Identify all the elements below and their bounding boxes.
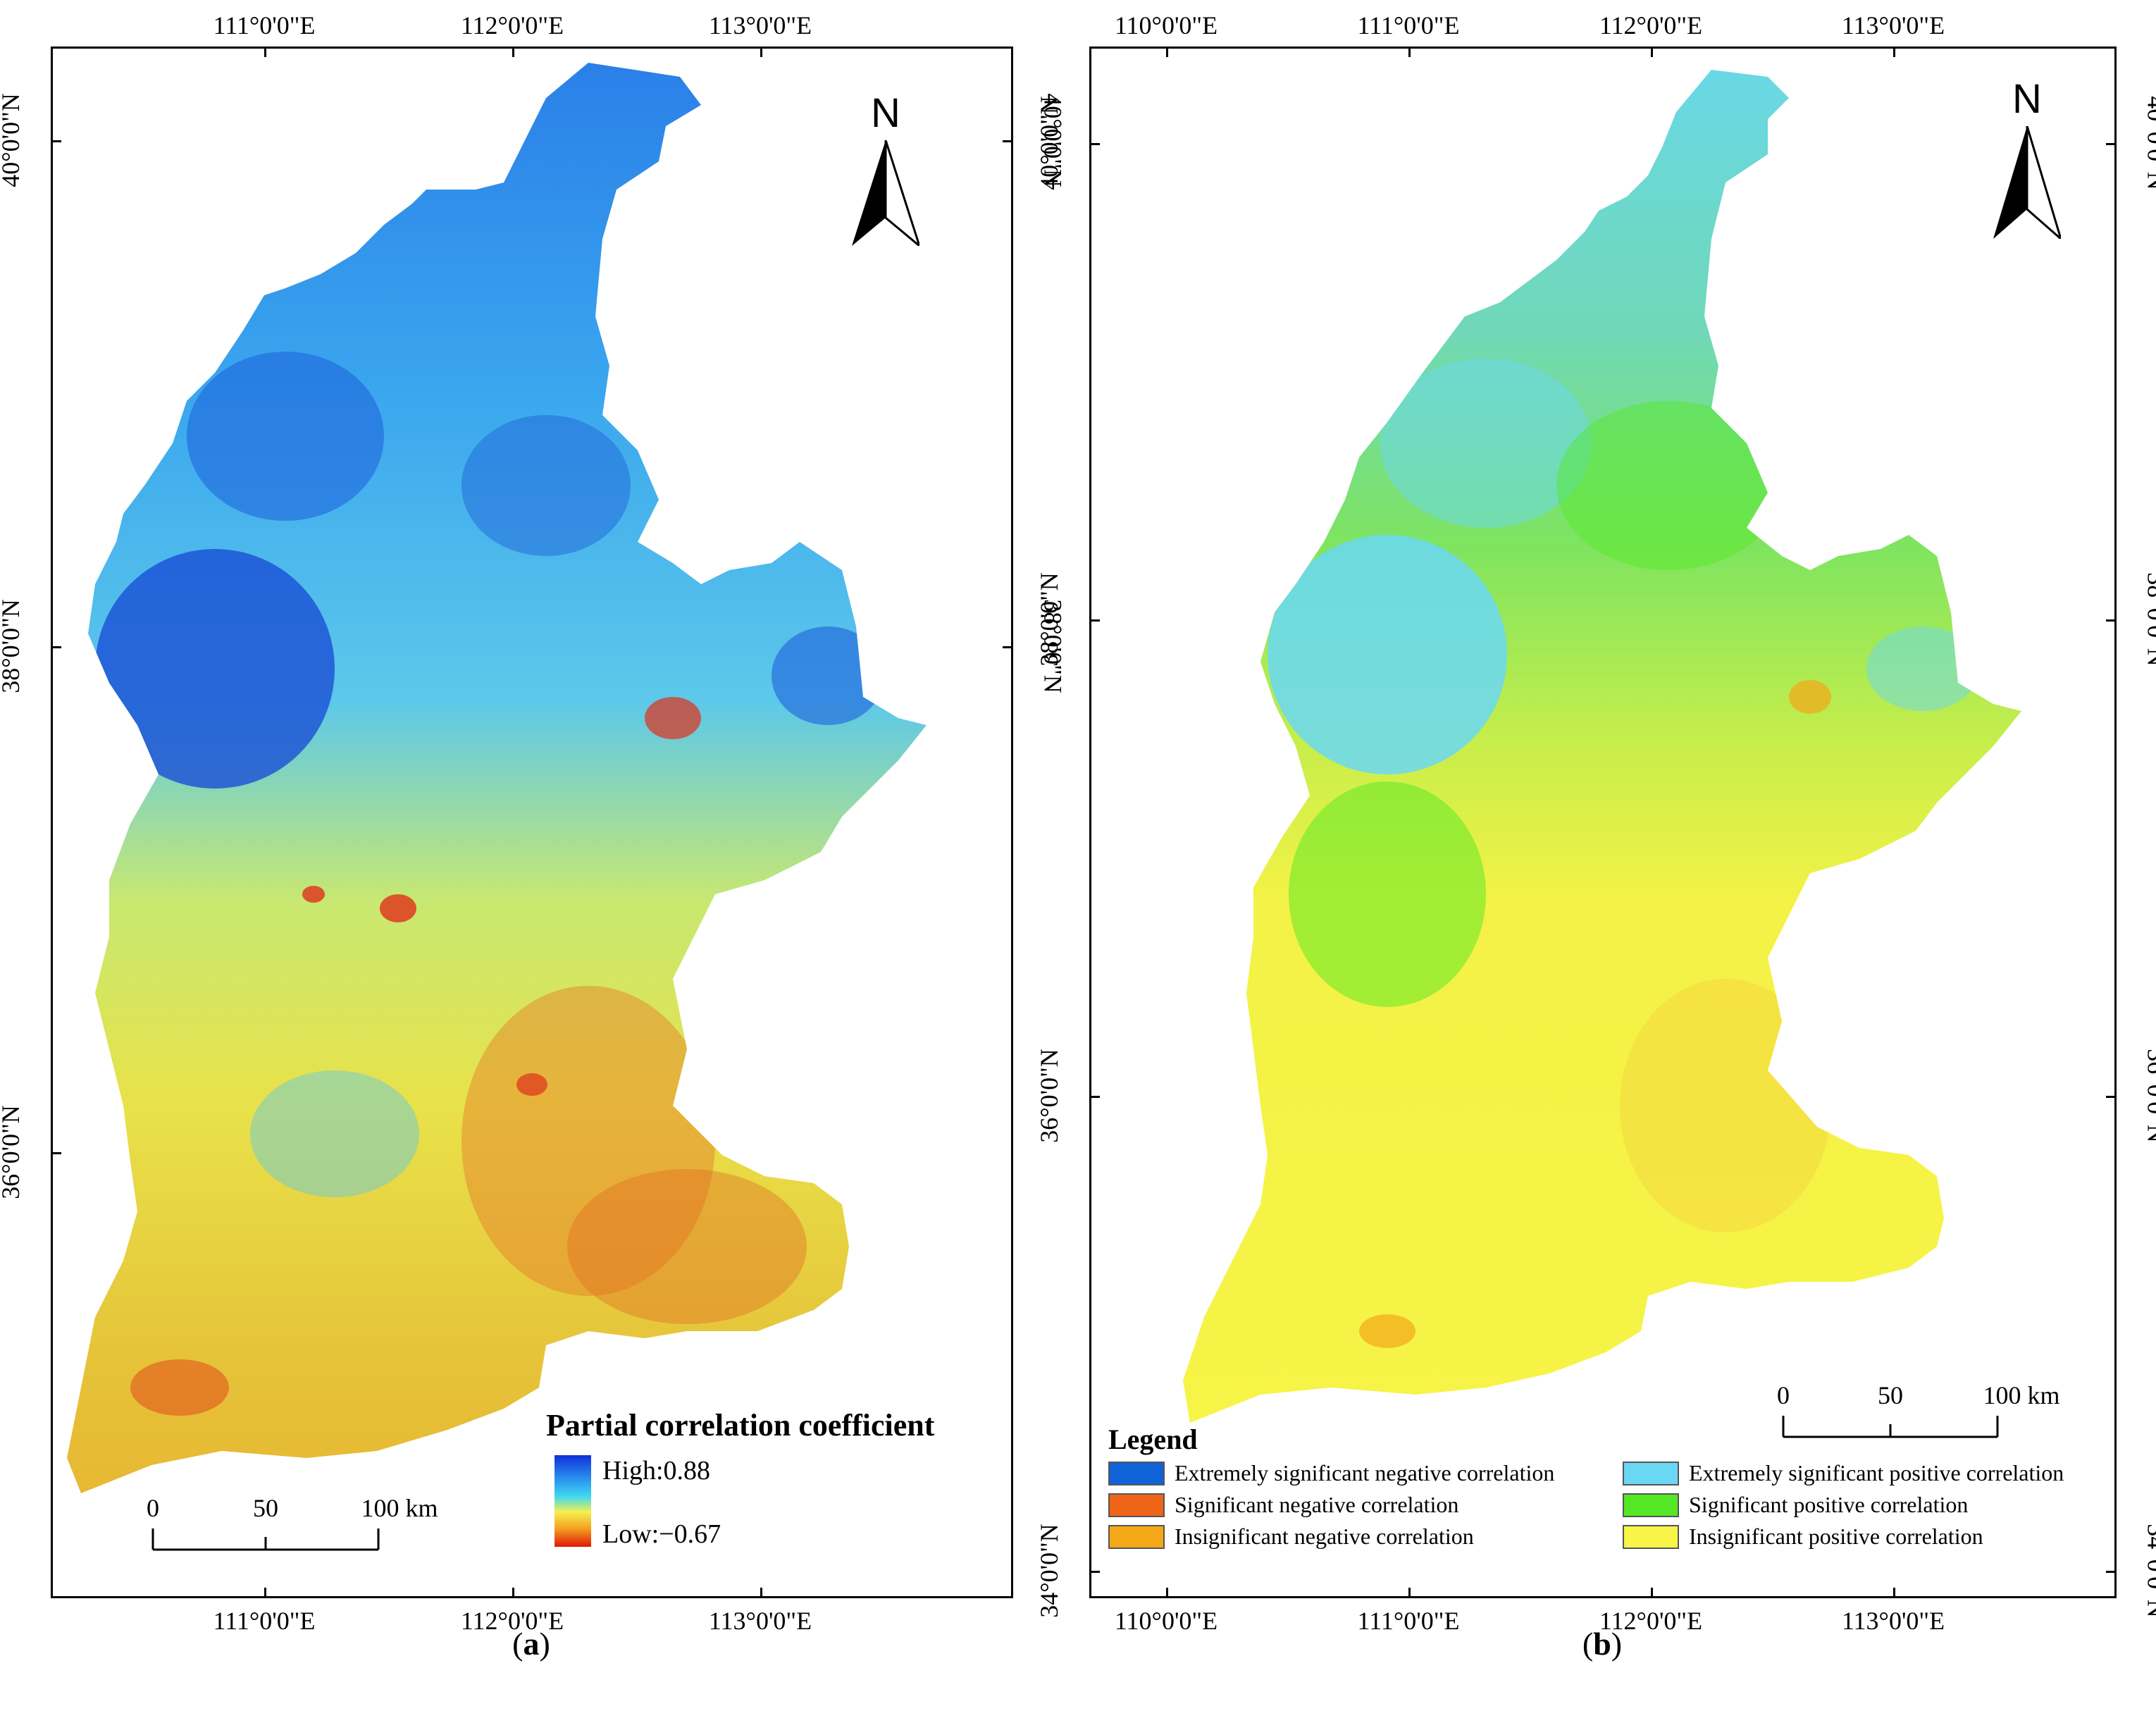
legend-high-label: High:0.88 xyxy=(602,1456,711,1485)
lon-tick-bottom: 113°0'0"E xyxy=(708,1607,812,1635)
lon-tick-top: 110°0'0"E xyxy=(1114,11,1218,39)
lon-tick-bottom: 111°0'0"E xyxy=(1357,1607,1460,1635)
legend-item: Extremely significant positive correlati… xyxy=(1623,1460,2109,1486)
lat-tick-left: 38°0'0"N xyxy=(1035,572,1063,667)
correlation-map-a xyxy=(67,63,927,1493)
lat-tick-right: 36°0'0"N xyxy=(2143,1049,2156,1143)
legend-label: Significant negative correlation xyxy=(1175,1492,1459,1517)
scale-label: 0 xyxy=(147,1494,159,1522)
legend-item: Insignificant negative correlation xyxy=(1108,1524,1623,1550)
lon-tick-bottom: 112°0'0"E xyxy=(460,1607,564,1635)
legend-swatch xyxy=(1623,1524,1679,1549)
legend: Legend Extremely significant negative co… xyxy=(1108,1423,2109,1550)
lon-tick-bottom: 111°0'0"E xyxy=(213,1607,316,1635)
lat-tick-left: 34°0'0"N xyxy=(1035,1524,1063,1618)
lat-tick-left: 38°0'0"N xyxy=(0,599,25,693)
legend-item: Extremely significant negative correlati… xyxy=(1108,1460,1623,1486)
lat-tick-left: 40°0'0"N xyxy=(0,93,25,187)
lon-tick-top: 111°0'0"E xyxy=(213,11,316,39)
legend-label: Insignificant positive correlation xyxy=(1689,1524,1983,1549)
lat-tick-right: 40°0'0"N xyxy=(2143,96,2156,190)
significance-map-b xyxy=(1183,70,2021,1423)
north-arrow-label: N xyxy=(871,90,900,136)
legend-item: Significant positive correlation xyxy=(1623,1492,2109,1518)
legend-swatch xyxy=(1623,1493,1679,1517)
map-panel-b: 110°0'0"E 111°0'0"E 112°0'0"E 113°0'0"E … xyxy=(1035,11,2156,1635)
legend-label: Extremely significant negative correlati… xyxy=(1175,1460,1555,1485)
legend-low-label: Low:−0.67 xyxy=(602,1519,721,1549)
lat-tick-right: 38°0'0"N xyxy=(2143,572,2156,667)
map-panel-a: 111°0'0"E 112°0'0"E 113°0'0"E 111°0'0"E … xyxy=(0,11,1067,1635)
legend-color-ramp xyxy=(555,1455,591,1547)
lon-tick-top: 113°0'0"E xyxy=(1841,11,1945,39)
scale-label: 50 xyxy=(253,1494,278,1522)
legend-swatch xyxy=(1108,1524,1165,1549)
legend-label: Extremely significant positive correlati… xyxy=(1689,1460,2064,1485)
lat-tick-right: 34°0'0"N xyxy=(2143,1524,2156,1618)
legend-title: Partial correlation coefficient xyxy=(546,1408,935,1443)
scale-label: 0 xyxy=(1777,1381,1790,1409)
legend-swatch xyxy=(1108,1493,1165,1517)
lon-tick-bottom: 113°0'0"E xyxy=(1841,1607,1945,1635)
legend-title: Legend xyxy=(1108,1423,1198,1455)
lon-tick-top: 111°0'0"E xyxy=(1357,11,1460,39)
lon-tick-bottom: 110°0'0"E xyxy=(1114,1607,1218,1635)
legend-swatch xyxy=(1623,1461,1679,1485)
lon-tick-top: 113°0'0"E xyxy=(708,11,812,39)
legend-swatch xyxy=(1108,1461,1165,1485)
scale-label: 50 xyxy=(1878,1381,1903,1409)
scale-label: 100 km xyxy=(361,1494,438,1522)
lon-tick-top: 112°0'0"E xyxy=(460,11,564,39)
legend-item: Significant negative correlation xyxy=(1108,1492,1623,1518)
lat-tick-left: 40°0'0"N xyxy=(1035,96,1063,190)
north-arrow-label: N xyxy=(2012,76,2042,122)
lat-tick-left: 36°0'0"N xyxy=(0,1105,25,1199)
legend-item: Insignificant positive correlation xyxy=(1623,1524,2109,1550)
lat-tick-left: 36°0'0"N xyxy=(1035,1049,1063,1143)
lon-tick-bottom: 112°0'0"E xyxy=(1599,1607,1703,1635)
legend-label: Insignificant negative correlation xyxy=(1175,1524,1474,1549)
lon-tick-top: 112°0'0"E xyxy=(1599,11,1703,39)
legend-label: Significant positive correlation xyxy=(1689,1492,1969,1517)
scale-label: 100 km xyxy=(1983,1381,2060,1409)
panel-a-caption: (a) xyxy=(512,1626,550,1662)
panel-b-caption: (b) xyxy=(1582,1626,1623,1662)
